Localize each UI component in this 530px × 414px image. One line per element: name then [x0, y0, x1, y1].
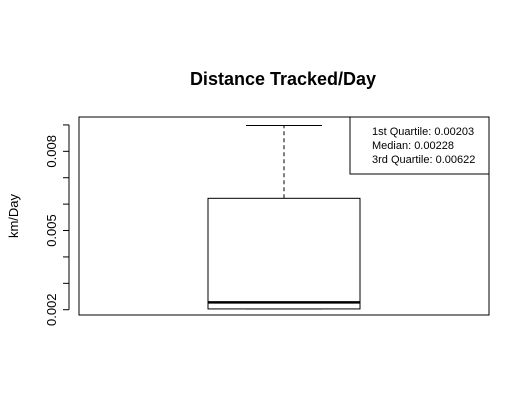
y-axis: 0.002 0.005 0.008 [44, 124, 70, 326]
boxplot-series [207, 124, 361, 310]
legend-q3: 3rd Quartile: 0.00622 [372, 154, 475, 166]
y-tick-label-1: 0.005 [44, 214, 59, 247]
iqr-box [207, 197, 361, 310]
y-tick-label-2: 0.008 [44, 135, 59, 168]
plot-area-frame [78, 116, 490, 316]
legend-median: Median: 0.00228 [372, 140, 454, 152]
y-tick-label-0: 0.002 [44, 293, 59, 326]
legend-q1: 1st Quartile: 0.00203 [372, 126, 474, 138]
y-axis-label: km/Day [6, 193, 21, 238]
legend-frame [349, 116, 490, 175]
chart-title: Distance Tracked/Day [190, 69, 376, 89]
legend: 1st Quartile: 0.00203 Median: 0.00228 3r… [349, 116, 490, 175]
